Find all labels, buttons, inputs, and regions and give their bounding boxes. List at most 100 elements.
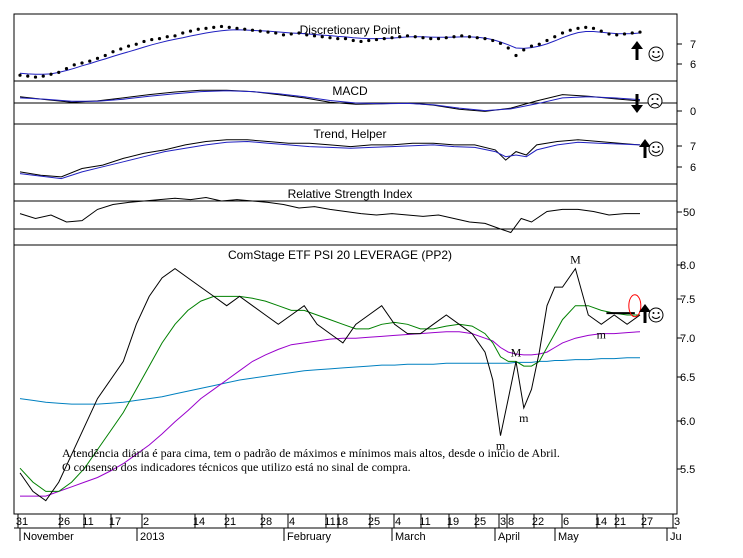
dp-dot (281, 33, 286, 37)
dp-dot (181, 31, 185, 35)
dp-dot (429, 37, 433, 41)
x-tick-label: 25 (368, 516, 380, 528)
dp-dot (537, 42, 541, 46)
dp-dot (529, 44, 534, 48)
panel-title-trend: Trend, Helper (314, 127, 387, 141)
face-outline (648, 141, 664, 157)
dp-dot (64, 67, 69, 71)
dp-dot (522, 48, 526, 52)
dp-dot (576, 26, 580, 30)
indicator-series-line (19, 140, 641, 180)
dp-dot (157, 37, 162, 41)
dp-dot (250, 28, 255, 32)
dp-dot (421, 36, 425, 40)
dp-dot (374, 37, 379, 42)
dp-dot (483, 37, 487, 41)
dp-dot (615, 33, 619, 37)
dp-dot (258, 29, 262, 33)
dp-dot (150, 37, 154, 42)
x-tick-label: 14 (193, 516, 205, 528)
dp-dot (568, 28, 572, 32)
dp-dot (560, 31, 565, 35)
face-outline (648, 46, 664, 62)
dp-dot (134, 42, 138, 46)
x-tick-label: 3 (500, 516, 506, 528)
dp-dot (328, 36, 332, 40)
sad-face-icon (647, 93, 663, 109)
dp-dot (382, 37, 386, 41)
down-arrow-icon (631, 94, 643, 113)
dp-dot (545, 38, 549, 43)
indicator-series-line (19, 90, 641, 112)
x-tick-label: 28 (260, 516, 272, 528)
panel-title-macd: MACD (332, 84, 368, 98)
dp-dot (498, 41, 503, 45)
face-outline (648, 307, 664, 323)
panel-title-price: ComStage ETF PSI 20 LEVERAGE (PP2) (228, 248, 452, 262)
dp-dot (297, 31, 301, 35)
dp-dot (436, 37, 441, 41)
face-eye (652, 312, 655, 314)
swing-marker: m (519, 411, 529, 425)
y-tick-label: 7 (690, 39, 696, 51)
y-tick-label: 6 (690, 162, 696, 174)
price-series-ma_long (19, 357, 640, 405)
panel-title-discretionary: Discretionary Point (300, 23, 401, 37)
dp-dot (57, 70, 61, 74)
month-label: March (395, 531, 426, 543)
dp-dot (243, 27, 247, 31)
y-tick-label: 7.0 (680, 333, 695, 345)
dp-dot (390, 36, 394, 40)
indicator-series-line (19, 139, 641, 178)
indicator-series-line (19, 89, 641, 112)
dp-dot (630, 31, 634, 35)
x-tick-label: 11 (419, 516, 430, 528)
x-tick-label: 27 (641, 516, 653, 528)
dp-dot (312, 34, 317, 38)
month-label: November (23, 531, 74, 543)
dp-dot (103, 53, 107, 58)
happy-face-icon (648, 141, 664, 157)
month-label: February (287, 531, 332, 543)
dp-dot (49, 72, 53, 76)
dp-dot (336, 37, 340, 41)
panels: 7 6 0 7 6 50 m Mm Mm 8.0 7.5 7.0 6.5 6.0 5.5 (14, 24, 696, 502)
dp-dot (638, 30, 642, 34)
annotation-line-2: O consenso dos indicadores técnicos que … (62, 460, 411, 474)
dp-dot (165, 35, 169, 39)
indicator-series-line (19, 196, 640, 234)
dp-dot (320, 35, 324, 39)
dp-dot (126, 44, 131, 48)
dp-dot (305, 33, 309, 37)
arrow-head (639, 304, 651, 312)
y-tick-label: 8.0 (680, 260, 695, 272)
swing-marker: M (511, 345, 522, 359)
dp-dot (351, 38, 355, 43)
x-axis: 31 26 11 17 2 14 21 28 4 11 18 25 4 11 19 25 3 8 22 6 14 21 27… (14, 514, 682, 543)
x-tick-label: 4 (289, 516, 295, 528)
arrow-head (639, 139, 651, 147)
face-mouth (651, 55, 661, 58)
dp-dot (467, 35, 472, 39)
face-mouth (651, 150, 661, 153)
dp-dot (475, 36, 479, 40)
x-tick-label: 21 (614, 516, 626, 528)
dp-dot (212, 25, 216, 29)
swing-marker: m (496, 439, 506, 453)
annotation-line-1: A tendência diária é para cima, tem o pa… (62, 446, 560, 460)
x-tick-label: 19 (447, 516, 459, 528)
up-arrow-icon (639, 139, 651, 158)
month-label: 2013 (140, 531, 164, 543)
dp-dot (173, 34, 177, 38)
dp-line (19, 29, 641, 75)
dp-dot (204, 26, 208, 30)
y-tick-label: 0 (690, 106, 696, 118)
dp-dot (72, 63, 76, 67)
y-tick-label: 7.5 (680, 294, 695, 306)
dp-dot (235, 26, 239, 30)
face-eye (651, 98, 654, 100)
happy-face-icon (648, 46, 664, 62)
dp-dot (188, 29, 193, 33)
dp-dot (33, 75, 38, 79)
